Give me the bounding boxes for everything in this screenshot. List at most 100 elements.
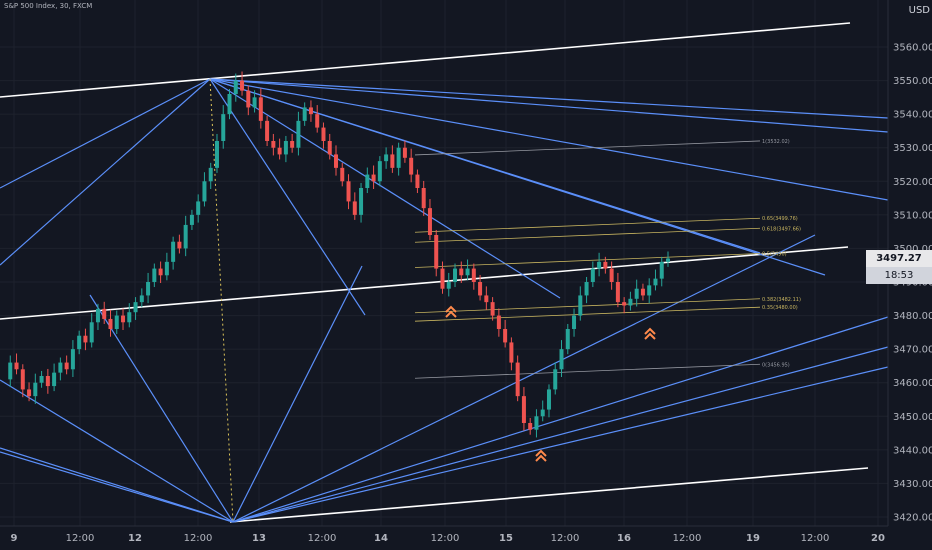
candle-body bbox=[64, 362, 69, 370]
candles bbox=[8, 71, 670, 438]
y-tick-label: 3440.00 bbox=[893, 445, 932, 456]
fib-line bbox=[414, 227, 761, 243]
candle-body bbox=[396, 147, 401, 168]
fan-line bbox=[232, 346, 889, 523]
candle-body bbox=[615, 282, 620, 303]
x-tick-label: 16 bbox=[617, 533, 631, 544]
candle-body bbox=[377, 161, 382, 182]
candle-body bbox=[490, 302, 495, 316]
y-tick-label: 3460.00 bbox=[893, 378, 932, 389]
candle-body bbox=[359, 188, 364, 215]
candle-body bbox=[634, 288, 639, 299]
candle-body bbox=[540, 409, 545, 417]
fib-label: 0.35(3480.00) bbox=[762, 305, 798, 311]
candle-body bbox=[427, 208, 432, 235]
candle-body bbox=[503, 329, 508, 343]
candle-body bbox=[315, 114, 320, 128]
candle-body bbox=[421, 188, 426, 209]
candle-body bbox=[152, 268, 157, 282]
fib-line bbox=[414, 363, 761, 379]
candle-body bbox=[127, 312, 132, 323]
candle-body bbox=[352, 201, 357, 215]
candle-body bbox=[666, 258, 670, 262]
y-tick-label: 3520.00 bbox=[893, 177, 932, 188]
fib-line bbox=[414, 306, 761, 322]
candle-body bbox=[27, 389, 32, 397]
fib-line bbox=[414, 140, 761, 156]
candle-body bbox=[409, 157, 414, 175]
last-price-tag: 3497.27 18:53 bbox=[866, 250, 932, 284]
candle-body bbox=[553, 369, 558, 390]
candle-body bbox=[659, 261, 664, 279]
y-tick-label: 3560.00 bbox=[893, 43, 932, 54]
vertical-dotted-line bbox=[209, 78, 234, 523]
fan-line bbox=[0, 78, 211, 189]
fan-line bbox=[209, 78, 889, 201]
candle-body bbox=[277, 147, 282, 155]
candle-body bbox=[572, 315, 577, 329]
candle-body bbox=[77, 335, 82, 350]
candle-body bbox=[478, 282, 483, 296]
candle-body bbox=[258, 97, 263, 121]
x-tick-label: 20 bbox=[871, 533, 885, 544]
y-tick-label: 3500.00 bbox=[893, 244, 932, 255]
x-tick-label: 12:00 bbox=[431, 533, 460, 544]
y-tick-label: 3510.00 bbox=[893, 210, 932, 221]
candle-body bbox=[221, 114, 226, 141]
candle-body bbox=[365, 174, 370, 188]
x-tick-label: 12:00 bbox=[551, 533, 580, 544]
candle-body bbox=[453, 268, 458, 282]
y-tick-label: 3540.00 bbox=[893, 110, 932, 121]
candle-body bbox=[653, 278, 658, 286]
candle-body bbox=[308, 107, 313, 115]
fan-line bbox=[0, 451, 234, 523]
fib-line bbox=[414, 298, 761, 314]
candle-body bbox=[609, 268, 614, 282]
candle-body bbox=[465, 268, 470, 276]
fan-line bbox=[209, 78, 889, 133]
x-tick-label: 13 bbox=[252, 533, 266, 544]
candle-body bbox=[446, 282, 451, 289]
candle-body bbox=[546, 389, 551, 410]
candle-body bbox=[33, 382, 38, 397]
last-price: 3497.27 bbox=[866, 250, 932, 267]
fib-label: 0.5(3490) bbox=[762, 251, 787, 257]
candle-body bbox=[133, 302, 138, 313]
channel-line bbox=[229, 467, 869, 523]
candle-body bbox=[402, 147, 407, 158]
candle-body bbox=[509, 342, 514, 363]
candle-body bbox=[584, 282, 589, 296]
symbol-title: S&P 500 Index, 30, FXCM bbox=[4, 2, 93, 10]
double-up-arrow-icon bbox=[644, 327, 656, 340]
candle-body bbox=[321, 127, 326, 141]
time-axis[interactable]: 9 12:00 12 12:00 13 12:00 14 12:00 15 12:00 16 12:0… bbox=[11, 533, 885, 544]
x-tick-label: 12:00 bbox=[184, 533, 213, 544]
candle-body bbox=[177, 241, 182, 249]
candle-body bbox=[196, 201, 201, 215]
fan-line bbox=[209, 78, 561, 299]
candle-body bbox=[471, 268, 476, 282]
candle-body bbox=[45, 376, 50, 387]
candle-body bbox=[290, 141, 295, 148]
fan-line bbox=[232, 316, 889, 523]
candle-body bbox=[283, 141, 288, 155]
fan-line bbox=[209, 78, 761, 254]
candle-body bbox=[622, 302, 627, 306]
fib-line bbox=[414, 217, 761, 233]
fan-line bbox=[89, 294, 234, 523]
candle-body bbox=[208, 167, 213, 182]
candle-body bbox=[158, 268, 163, 276]
candle-body bbox=[528, 423, 533, 430]
y-tick-label: 3420.00 bbox=[893, 513, 932, 524]
candle-body bbox=[559, 349, 564, 370]
candle-body bbox=[233, 80, 238, 94]
candle-body bbox=[565, 329, 570, 350]
candle-body bbox=[640, 288, 645, 296]
candle-body bbox=[58, 362, 63, 373]
fan-line bbox=[0, 379, 234, 523]
candle-body bbox=[578, 295, 583, 316]
double-up-arrow-icon bbox=[535, 449, 547, 462]
x-tick-label: 9 bbox=[11, 533, 18, 544]
bar-countdown: 18:53 bbox=[866, 267, 932, 284]
